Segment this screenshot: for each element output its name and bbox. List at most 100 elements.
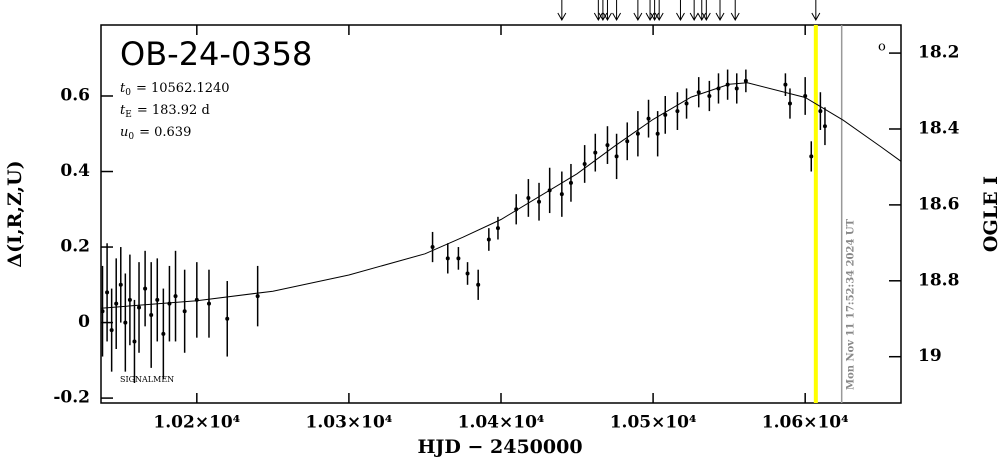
x-tick-label: 1.05×10⁴: [610, 413, 697, 433]
data-point: [582, 161, 587, 166]
parameter-symbol: t: [120, 81, 126, 96]
y2-tick-label: 19: [918, 346, 942, 366]
parameter: tE = 183.92 d: [120, 103, 210, 120]
data-point: [734, 86, 739, 91]
y-tick-label: 0.2: [60, 237, 90, 257]
data-point: [809, 154, 814, 159]
data-point: [675, 109, 680, 114]
data-point: [456, 256, 461, 261]
data-point: [568, 180, 573, 185]
arrow: [654, 0, 664, 22]
y-tick-label: 0.4: [60, 161, 90, 181]
y-tick-label: 0: [78, 312, 90, 332]
data-point: [465, 271, 470, 276]
parameter-subscript: 0: [125, 88, 131, 98]
data-point: [155, 297, 160, 302]
parameter-value: = 183.92 d: [137, 103, 210, 118]
arrow: [650, 0, 660, 22]
y-axis-label: Δ(I,R,Z,U): [4, 160, 26, 267]
data-point: [225, 316, 230, 321]
corner-mark: o: [878, 40, 886, 55]
data-point: [476, 282, 481, 287]
parameter-subscript: 0: [128, 132, 134, 142]
data-point: [114, 301, 119, 306]
arrow: [612, 0, 622, 22]
x-tick-label: 1.04×10⁴: [458, 413, 545, 433]
data-point: [822, 124, 827, 129]
data-point: [696, 90, 701, 95]
data-point: [100, 309, 105, 314]
parameter-symbol: t: [120, 103, 126, 118]
data-point: [255, 294, 260, 299]
model-curve: [100, 82, 902, 309]
arrow: [730, 0, 740, 22]
data-point: [526, 195, 531, 200]
y2-tick-label: 18.4: [918, 118, 960, 138]
parameter-value: = 0.639: [139, 125, 191, 140]
arrow: [557, 0, 567, 22]
arrow: [598, 0, 608, 22]
data-point: [625, 139, 630, 144]
timestamp: Mon Nov 11 17:52:34 2024 UT: [846, 218, 857, 390]
data-point: [684, 101, 689, 106]
footer-note: SIGNALMEN: [120, 375, 174, 384]
data-point: [123, 320, 128, 325]
data-point: [787, 101, 792, 106]
y-tick-label: 0.6: [60, 85, 90, 105]
data-point: [127, 297, 132, 302]
parameter-value: = 10562.1240: [136, 81, 230, 96]
data-point: [109, 328, 114, 333]
data-point: [707, 93, 712, 98]
data-point: [559, 192, 564, 197]
arrow: [701, 0, 711, 22]
data-point: [445, 256, 450, 261]
data-point: [614, 154, 619, 159]
data-point: [143, 286, 148, 291]
arrow: [697, 0, 707, 22]
data-point: [118, 282, 123, 287]
y2-tick-label: 18.8: [918, 270, 959, 290]
data-point: [105, 290, 110, 295]
data-point: [173, 294, 178, 299]
data-point: [743, 78, 748, 83]
chart-title: OB-24-0358: [120, 35, 312, 73]
data-point: [182, 309, 187, 314]
data-point: [635, 131, 640, 136]
x-tick-label: 1.06×10⁴: [762, 413, 849, 433]
arrow: [633, 0, 643, 22]
data-point: [663, 112, 668, 117]
data-point: [206, 301, 211, 306]
parameter-symbol: u: [120, 125, 128, 140]
data-point: [605, 143, 610, 148]
data-point: [655, 131, 660, 136]
arrow: [676, 0, 685, 22]
parameter: u0 = 0.639: [120, 125, 191, 142]
arrow: [715, 0, 725, 22]
arrow: [593, 0, 603, 22]
data-point: [783, 82, 788, 87]
y2-tick-label: 18.2: [918, 43, 959, 63]
x-axis-label: HJD − 2450000: [417, 436, 582, 458]
data-point: [430, 245, 435, 250]
data-point: [646, 116, 651, 121]
data-point: [132, 339, 137, 344]
data-point: [495, 226, 500, 231]
data-point: [137, 305, 142, 310]
arrow: [811, 0, 821, 22]
data-point: [486, 237, 491, 242]
data-point: [149, 313, 154, 318]
x-tick-label: 1.03×10⁴: [306, 413, 393, 433]
y2-tick-label: 18.6: [918, 194, 959, 214]
parameter-subscript: E: [125, 110, 132, 120]
data-point: [161, 331, 166, 336]
parameter: t0 = 10562.1240: [120, 81, 230, 98]
data-point: [537, 199, 542, 204]
y-tick-label: -0.2: [53, 388, 90, 408]
arrow: [603, 0, 612, 22]
arrow: [645, 0, 655, 22]
arrow: [689, 0, 699, 22]
y2-axis-label: OGLE I: [980, 176, 1002, 252]
x-tick-label: 1.02×10⁴: [153, 413, 240, 433]
data-point: [593, 150, 598, 155]
